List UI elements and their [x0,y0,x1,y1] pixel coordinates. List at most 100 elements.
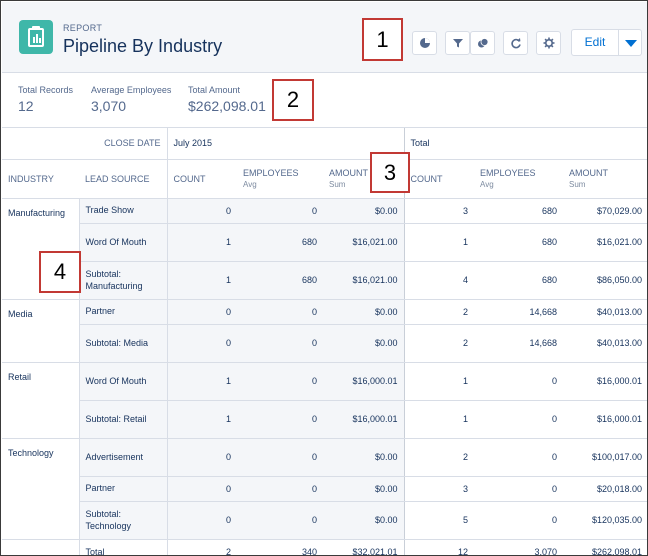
employees-cell: 680 [237,223,323,262]
count-cell: 0 [167,198,237,224]
header-row-columns: INDUSTRY LEAD SOURCE COUNT EMPLOYEES Avg … [2,159,647,199]
table-row: Retail Word Of Mouth 1 0 $16,000.01 1 0 $16,000… [2,362,647,439]
lead-source-cell[interactable]: Partner [79,476,168,502]
industry-cell[interactable]: Media [2,299,80,363]
count-total-cell: 5 [403,501,475,540]
employees-cell: 0 [237,476,323,502]
filter-button[interactable] [445,31,470,55]
amount-total-cell: $120,035.00 [563,501,647,540]
col-count[interactable]: COUNT [166,159,237,199]
table-row: Subtotal: Media 0 0 $0.00 2 14,668 $40,013.00 [2,324,647,363]
amount-cell: $0.00 [323,438,405,477]
refresh-icon [510,38,521,49]
lead-source-cell[interactable]: Subtotal: Manufacturing [79,261,168,300]
amount-cell: $0.00 [323,299,405,325]
count-cell: 1 [167,223,237,262]
report-icon [19,20,53,54]
edit-button[interactable]: Edit [584,35,606,49]
edit-button-group: Edit [571,29,642,56]
table-row: Subtotal: Retail 1 0 $16,000.01 1 0 $16,000.01 [2,400,647,439]
amount-cell: $0.00 [323,324,405,363]
table-row: Word Of Mouth 1 680 $16,021.00 1 680 $16,021.0… [2,223,647,262]
count-cell: 1 [167,261,237,300]
table-row: Manufacturing Trade Show 0 0 $0.00 3 680 $70,02… [2,198,647,300]
callout-4: 4 [39,251,81,293]
grand-total-label: Total [79,539,168,555]
table-row: Subtotal: Manufacturing 1 680 $16,021.00 4 68… [2,261,647,300]
lead-source-cell[interactable]: Advertisement [79,438,168,477]
table-row: Media Partner 0 0 $0.00 2 14,668 $40,013.00 [2,299,647,363]
lead-source-cell[interactable]: Trade Show [79,198,168,224]
chart-button[interactable] [412,31,437,55]
period-header[interactable]: July 2015 [166,128,405,160]
settings-button[interactable] [536,31,561,55]
grand-total-row: Total 2 340 $32,021.01 12 3,070 $262,098.01 [2,539,647,555]
employees-total-cell: 0 [474,438,564,477]
lead-source-cell[interactable]: Subtotal: Technology [79,501,168,540]
gear-icon [543,37,554,49]
employees-cell: 0 [237,198,323,224]
employees-cell: 0 [237,324,323,363]
employees-total-cell: 0 [474,501,564,540]
employees-cell: 340 [237,539,323,555]
lead-source-cell[interactable]: Word Of Mouth [79,362,168,401]
count-cell: 0 [167,501,237,540]
count-total-cell: 1 [403,362,475,401]
employees-cell: 0 [237,438,323,477]
metric-total-records: Total Records 12 [18,85,73,114]
amount-cell: $16,021.00 [323,261,405,300]
metric-average-employees: Average Employees 3,070 [91,85,171,114]
table-row: Partner 0 0 $0.00 3 0 $20,018.00 [2,476,647,502]
amount-total-cell: $100,017.00 [563,438,647,477]
count-cell: 0 [167,438,237,477]
metric-label: Total Records [18,85,74,95]
col-amount-total[interactable]: AMOUNT Sum [563,159,647,199]
col-lead-source[interactable]: LEAD SOURCE [79,159,167,199]
table-row: Technology Advertisement 0 0 $0.00 2 0 $100,017… [2,438,647,540]
col-count-total[interactable]: COUNT [403,159,475,199]
refresh-button[interactable] [503,31,528,55]
industry-cell[interactable]: Retail [2,362,80,439]
amount-cell: $0.00 [323,198,405,224]
count-cell: 1 [167,400,237,439]
count-total-cell: 3 [403,476,475,502]
industry-cell[interactable]: Technology [2,438,80,540]
amount-total-cell: $70,029.00 [563,198,647,224]
col-industry[interactable]: INDUSTRY [2,159,79,199]
count-total-cell: 2 [403,324,475,363]
count-cell: 0 [167,324,237,363]
callout-3: 3 [370,152,410,193]
lead-source-cell[interactable]: Word Of Mouth [79,223,168,262]
report-table: CLOSE DATE July 2015 Total INDUSTRY LEAD… [2,128,647,555]
col-employees-total[interactable]: EMPLOYEES Avg [474,159,564,199]
employees-cell: 0 [237,501,323,540]
page-title: Pipeline By Industry [63,36,223,56]
employees-total-cell: 0 [474,476,564,502]
employees-total-cell: 0 [474,362,564,401]
report-header: REPORT Pipeline By Industry [2,2,647,73]
metric-value: 12 [18,98,34,114]
lead-source-cell[interactable]: Subtotal: Media [79,324,168,363]
lead-source-cell[interactable]: Partner [79,299,168,325]
count-total-cell: 1 [403,400,475,439]
lead-source-cell[interactable]: Subtotal: Retail [79,400,168,439]
amount-total-cell: $40,013.00 [563,299,647,325]
header-row-date: CLOSE DATE July 2015 Total [2,128,647,160]
chevron-down-icon[interactable] [625,40,637,47]
filter-icon [452,39,463,48]
button-divider [618,30,619,55]
employees-total-cell: 0 [474,400,564,439]
callout-1: 1 [362,18,403,61]
count-total-cell: 12 [403,539,475,555]
count-cell: 0 [167,476,237,502]
employees-total-cell: 14,668 [474,324,564,363]
blank-cell [2,539,80,555]
amount-total-cell: $16,000.01 [563,400,647,439]
count-total-cell: 2 [403,438,475,477]
toggle-button[interactable] [470,31,495,55]
amount-cell: $0.00 [323,501,405,540]
col-employees[interactable]: EMPLOYEES Avg [237,159,323,199]
close-date-label: CLOSE DATE [79,128,167,160]
callout-2: 2 [272,79,314,121]
